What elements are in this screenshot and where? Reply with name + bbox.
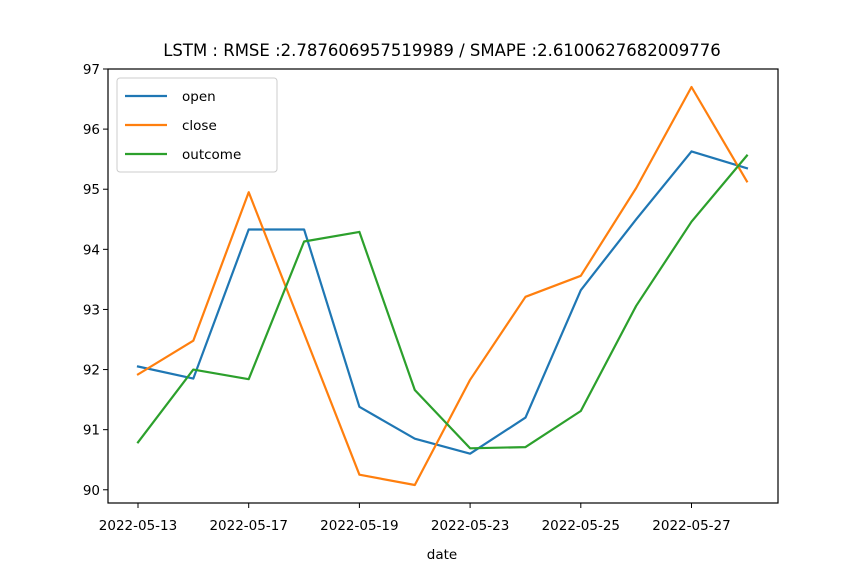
x-tick-label: 2022-05-23 [431, 518, 509, 534]
chart-title: LSTM : RMSE :2.787606957519989 / SMAPE :… [163, 41, 721, 60]
series-line-close [136, 85, 749, 487]
y-tick-label: 94 [83, 242, 100, 258]
legend-label-outcome: outcome [182, 147, 241, 163]
legend-label-close: close [182, 118, 217, 134]
legend-label-open: open [182, 89, 216, 105]
legend: open close outcome [116, 77, 278, 173]
y-tick-label: 97 [83, 62, 100, 78]
legend-box [116, 77, 278, 173]
series-line-outcome [136, 154, 749, 450]
y-tick-label: 96 [83, 122, 100, 138]
y-tick-label: 90 [83, 483, 100, 499]
x-tick-label: 2022-05-27 [652, 518, 730, 534]
x-axis: 2022-05-13 2022-05-17 2022-05-19 2022-05-23… [99, 503, 731, 534]
x-axis-label: date [427, 547, 457, 563]
x-tick-label: 2022-05-19 [320, 518, 398, 534]
y-tick-label: 91 [83, 423, 100, 439]
y-axis: 90 91 92 93 94 95 96 97 [83, 62, 108, 499]
plot-frame [107, 68, 779, 504]
plot-lines [136, 85, 749, 487]
x-tick-label: 2022-05-25 [542, 518, 620, 534]
x-tick-label: 2022-05-17 [209, 518, 287, 534]
y-tick-label: 95 [83, 182, 100, 198]
y-tick-label: 93 [83, 302, 100, 318]
y-tick-label: 92 [83, 363, 100, 379]
series-line-open [136, 150, 749, 455]
x-tick-label: 2022-05-13 [99, 518, 177, 534]
